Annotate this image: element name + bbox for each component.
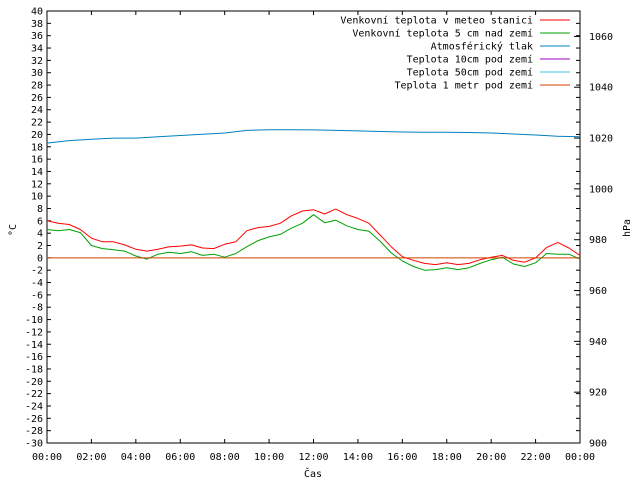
x-tick-label: 00:00 — [565, 452, 595, 463]
y-tick-label: 22 — [31, 118, 43, 129]
legend-label: Teplota 1 metr pod zemí — [395, 80, 533, 92]
x-tick-label: 12:00 — [298, 452, 328, 463]
y2-axis-title: hPa — [622, 219, 633, 237]
x-tick-label: 08:00 — [210, 452, 240, 463]
y-tick-label: 18 — [31, 142, 43, 153]
y-tick-label: -10 — [25, 315, 43, 326]
y-tick-label: 26 — [31, 93, 43, 104]
y-tick-label: -6 — [31, 290, 43, 301]
y2-tick-label: 920 — [589, 388, 607, 399]
y-tick-label: 20 — [31, 130, 43, 141]
series-line-3 — [46, 129, 581, 144]
y-tick-label: -14 — [25, 340, 43, 351]
y-tick-label: 36 — [31, 31, 43, 42]
legend-label: Teplota 10cm pod zemí — [407, 54, 533, 66]
y-axis-title: °C — [8, 224, 19, 236]
y-tick-label: -16 — [25, 352, 43, 363]
ticks-layer: 4038363432302826242220181614121086420-2-… — [25, 7, 613, 464]
y2-tick-label: 1060 — [589, 32, 613, 43]
y-tick-label: 0 — [37, 253, 43, 264]
y-tick-label: 40 — [31, 7, 43, 18]
y-tick-label: 38 — [31, 19, 43, 30]
y2-tick-label: 900 — [589, 439, 607, 450]
x-tick-label: 18:00 — [432, 452, 462, 463]
y-tick-label: -18 — [25, 364, 43, 375]
y2-tick-label: 1040 — [589, 83, 613, 94]
y-tick-label: -4 — [31, 278, 43, 289]
y-tick-label: -22 — [25, 389, 43, 400]
y-tick-label: -24 — [25, 401, 43, 412]
y2-tick-label: 960 — [589, 286, 607, 297]
x-tick-label: 04:00 — [121, 452, 151, 463]
x-axis-title: Čas — [304, 467, 322, 480]
x-tick-label: 20:00 — [476, 452, 506, 463]
y-tick-label: -26 — [25, 414, 43, 425]
y-tick-label: -2 — [31, 266, 43, 277]
legend-label: Venkovní teplota v meteo stanici — [340, 15, 533, 27]
y-tick-label: 30 — [31, 68, 43, 79]
y-tick-label: 10 — [31, 192, 43, 203]
series-line-2 — [46, 214, 581, 271]
y2-tick-label: 980 — [589, 235, 607, 246]
x-tick-label: 16:00 — [387, 452, 417, 463]
x-tick-label: 14:00 — [343, 452, 373, 463]
legend-label: Atmosférický tlak — [431, 41, 533, 53]
y-tick-label: 14 — [31, 167, 43, 178]
series-line-1 — [46, 208, 581, 266]
y-tick-label: 24 — [31, 105, 43, 116]
y-tick-label: 16 — [31, 155, 43, 166]
x-tick-label: 02:00 — [76, 452, 106, 463]
y2-tick-label: 1020 — [589, 134, 613, 145]
y2-tick-label: 940 — [589, 337, 607, 348]
x-tick-label: 10:00 — [254, 452, 284, 463]
y-tick-label: 12 — [31, 179, 43, 190]
x-tick-label: 00:00 — [32, 452, 62, 463]
y-tick-label: -12 — [25, 327, 43, 338]
y-tick-label: 34 — [31, 44, 43, 55]
series-layer — [46, 129, 581, 271]
x-tick-label: 06:00 — [165, 452, 195, 463]
y-tick-label: 6 — [37, 216, 43, 227]
legend-label: Venkovní teplota 5 cm nad zemí — [352, 28, 533, 40]
y-tick-label: 2 — [37, 241, 43, 252]
y-tick-label: -28 — [25, 426, 43, 437]
y-tick-label: -30 — [25, 439, 43, 450]
y-tick-label: 8 — [37, 204, 43, 215]
x-tick-label: 22:00 — [521, 452, 551, 463]
y-tick-label: -20 — [25, 377, 43, 388]
y-tick-label: 28 — [31, 81, 43, 92]
y-tick-label: 32 — [31, 56, 43, 67]
legend: Venkovní teplota v meteo staniciVenkovní… — [340, 15, 570, 92]
y2-tick-label: 1000 — [589, 184, 613, 195]
legend-label: Teplota 50cm pod zemí — [407, 67, 533, 79]
y-tick-label: 4 — [37, 229, 43, 240]
y-tick-label: -8 — [31, 303, 43, 314]
